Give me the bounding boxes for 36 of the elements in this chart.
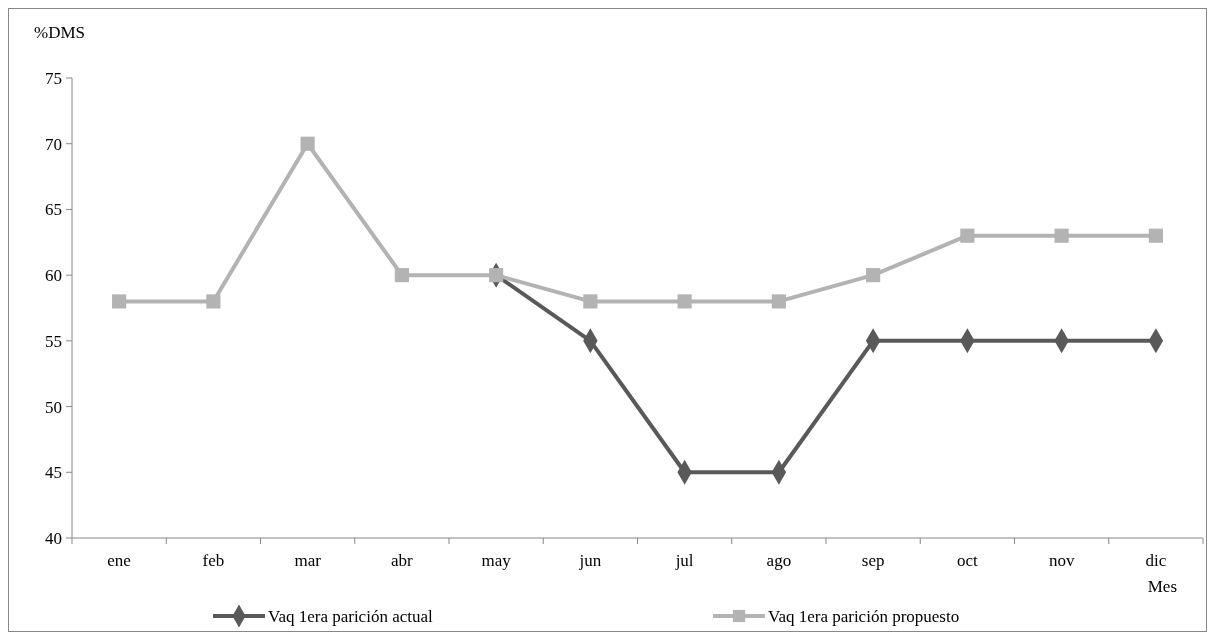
y-tick-label: 70 <box>45 134 62 154</box>
y-tick-label: 75 <box>45 68 62 88</box>
legend-label: Vaq 1era parición propuesto <box>768 606 960 626</box>
x-tick-label: jul <box>674 551 694 570</box>
x-tick-label: dic <box>1145 551 1167 570</box>
point <box>1054 228 1069 243</box>
x-tick-label: feb <box>202 551 225 570</box>
y-tick-label: 45 <box>45 463 62 483</box>
point <box>112 294 127 309</box>
point <box>489 268 504 283</box>
y-tick-label: 55 <box>45 331 62 351</box>
x-tick-label: ene <box>107 551 131 570</box>
x-tick-label: sep <box>861 551 885 570</box>
y-axis-title: %DMS <box>34 23 86 42</box>
y-tick-label: 50 <box>45 397 62 417</box>
x-tick-label: may <box>481 551 512 570</box>
point <box>771 294 786 309</box>
point <box>1148 228 1163 243</box>
x-tick-label: oct <box>956 551 979 570</box>
point <box>206 294 221 309</box>
point <box>960 228 975 243</box>
point <box>866 268 881 283</box>
y-tick-label: 40 <box>45 528 62 548</box>
y-tick-label: 65 <box>45 200 62 220</box>
x-tick-label: mar <box>294 551 322 570</box>
x-tick-label: jun <box>578 551 602 570</box>
x-tick-label: nov <box>1048 551 1075 570</box>
legend-label: Vaq 1era parición actual <box>268 606 433 626</box>
x-tick-label: ago <box>766 551 792 570</box>
point <box>300 136 315 151</box>
x-tick-label: abr <box>391 551 414 570</box>
x-axis-title: Mes <box>1147 577 1177 596</box>
point <box>677 294 692 309</box>
point <box>583 294 598 309</box>
point <box>394 268 409 283</box>
y-tick-label: 60 <box>45 266 62 286</box>
